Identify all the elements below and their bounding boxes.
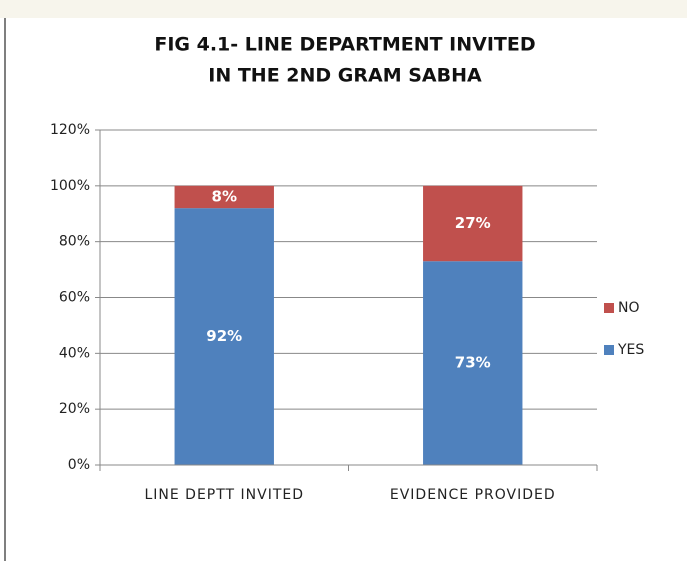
y-tick-label: 0% xyxy=(68,457,90,473)
data-label: 27% xyxy=(455,214,491,232)
legend-swatch xyxy=(604,345,614,355)
bar-segment xyxy=(174,208,274,465)
legend-label: NO xyxy=(618,300,640,316)
bar-segment xyxy=(423,185,523,262)
x-tick-label: EVIDENCE PROVIDED xyxy=(390,487,556,503)
y-tick-label: 120% xyxy=(50,122,90,138)
data-label: 73% xyxy=(455,354,491,372)
legend-label: YES xyxy=(617,342,644,358)
y-tick-label: 80% xyxy=(59,234,90,250)
y-tick-label: 40% xyxy=(59,345,90,361)
y-tick-label: 60% xyxy=(59,290,90,306)
legend-swatch xyxy=(604,303,614,313)
chart-title: IN THE 2ND GRAM SABHA xyxy=(208,65,482,87)
data-label: 92% xyxy=(206,327,242,345)
data-label: 8% xyxy=(212,188,237,206)
bar-segment xyxy=(423,261,523,465)
bar-segment xyxy=(174,185,274,209)
x-tick-label: LINE DEPTT INVITED xyxy=(144,487,304,503)
y-tick-label: 20% xyxy=(59,401,90,417)
y-tick-label: 100% xyxy=(50,178,90,194)
chart-title: FIG 4.1- LINE DEPARTMENT INVITED xyxy=(154,34,535,56)
top-strip xyxy=(0,0,687,18)
